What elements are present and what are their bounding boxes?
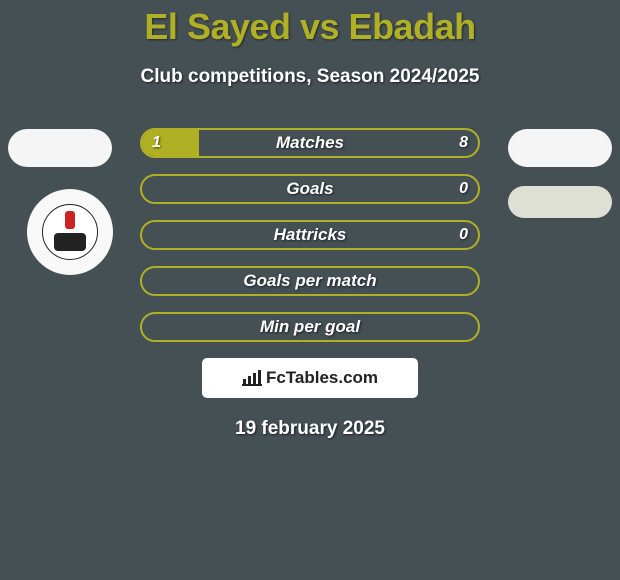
- stat-bars: Matches18Goals0Hattricks0Goals per match…: [140, 128, 480, 342]
- stat-bar: Goals per match: [140, 266, 480, 296]
- club-right-badge: [508, 186, 612, 218]
- date-label: 19 february 2025: [0, 418, 620, 440]
- bar-value-right: 0: [459, 180, 468, 198]
- player-left-badge-top: [8, 129, 112, 167]
- comparison-container: Matches18Goals0Hattricks0Goals per match…: [0, 128, 620, 440]
- bar-chart-icon: [242, 370, 262, 386]
- bar-value-right: 8: [459, 134, 468, 152]
- stat-bar: Goals0: [140, 174, 480, 204]
- subtitle: Club competitions, Season 2024/2025: [0, 66, 620, 88]
- bar-label: Min per goal: [142, 317, 478, 337]
- bar-label: Goals: [142, 179, 478, 199]
- player-right-badge-top: [508, 129, 612, 167]
- bar-value-left: 1: [152, 134, 161, 152]
- stat-bar: Hattricks0: [140, 220, 480, 250]
- brand-text: FcTables.com: [266, 368, 378, 388]
- bar-value-right: 0: [459, 226, 468, 244]
- bar-label: Matches: [142, 133, 478, 153]
- club-left-badge: [27, 189, 113, 275]
- brand-box: FcTables.com: [202, 358, 418, 398]
- page-title: El Sayed vs Ebadah: [0, 0, 620, 48]
- stat-bar: Min per goal: [140, 312, 480, 342]
- stat-bar: Matches1 8: [140, 128, 480, 158]
- club-left-logo: [42, 204, 98, 260]
- bar-label: Hattricks: [142, 225, 478, 245]
- bar-label: Goals per match: [142, 271, 478, 291]
